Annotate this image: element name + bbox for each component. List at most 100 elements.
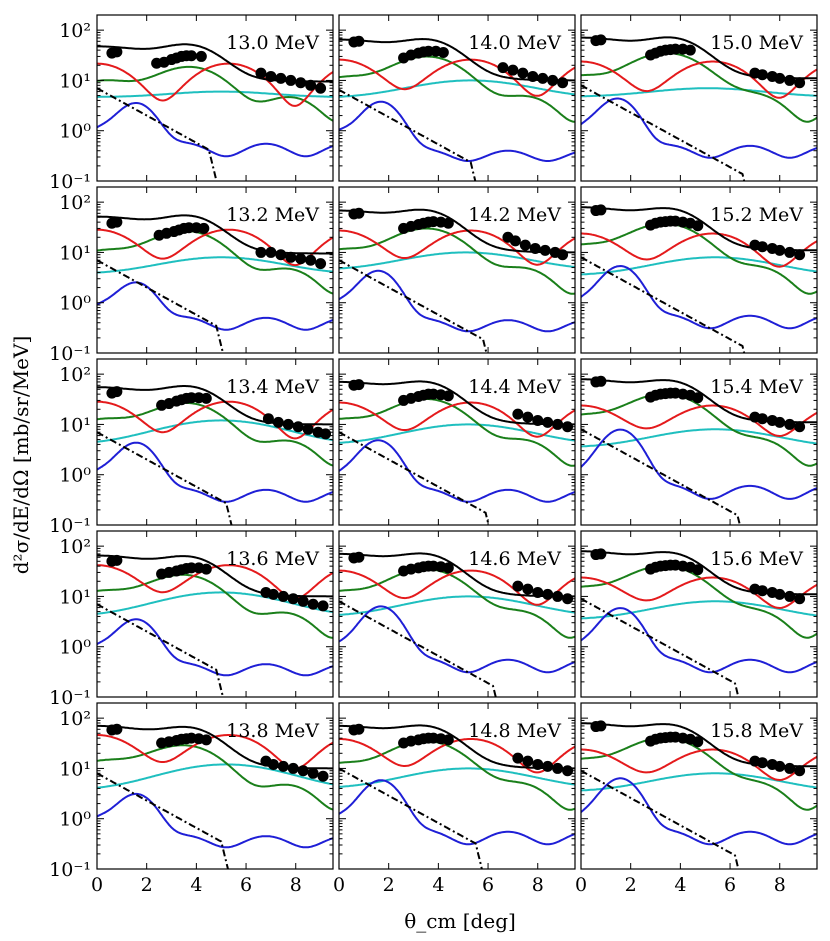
y-tick-label: 10⁰ [59, 121, 91, 143]
curve-blue [339, 100, 575, 162]
data-point [774, 588, 786, 600]
energy-label: 15.2 MeV [710, 204, 803, 226]
curve-cyan [97, 419, 333, 443]
data-point [595, 204, 607, 216]
panel-14: 0 2 4 6 8 14.8 MeV [333, 702, 576, 896]
data-point [552, 590, 564, 602]
data-point [305, 254, 317, 266]
data-point [522, 755, 534, 767]
panel-frame [580, 702, 818, 870]
curve-cyan [97, 256, 333, 274]
curve-blue [97, 441, 333, 503]
panel-frame [580, 186, 818, 354]
y-tick-label: 10¹ [59, 758, 91, 780]
panel-frame [96, 530, 334, 698]
curve-red [339, 229, 575, 266]
curve-blue [581, 97, 817, 159]
energy-label: 15.6 MeV [710, 548, 803, 570]
data-point [442, 562, 454, 574]
curve-cyan [97, 90, 333, 98]
curve-red [339, 401, 575, 438]
y-tick-label: 10¹ [59, 70, 91, 92]
data-point [774, 244, 786, 256]
data-point [517, 67, 529, 79]
curve-cyan [339, 595, 575, 616]
data-point [522, 411, 534, 423]
panel-frame [338, 702, 576, 870]
data-point [595, 34, 607, 46]
x-tick-label: 2 [383, 874, 395, 896]
data-point [353, 35, 365, 47]
data-point [437, 46, 449, 58]
panel-frame [96, 14, 334, 182]
panel-frame [580, 530, 818, 698]
energy-label: 13.0 MeV [226, 32, 319, 54]
curve-green [581, 564, 817, 639]
data-point [552, 762, 564, 774]
data-point [794, 421, 806, 433]
curve-red [339, 58, 575, 97]
y-axis-label: d²σ/dE/dΩ [mb/sr/MeV] [9, 336, 33, 575]
data-point [287, 593, 299, 605]
data-point [262, 413, 274, 425]
y-tick-label: 10² [59, 364, 91, 386]
data-point [532, 414, 544, 426]
data-point [527, 70, 539, 82]
panel-15: 0 2 4 6 8 15.8 MeV [575, 702, 818, 896]
curve-red [339, 569, 575, 606]
plot-area [581, 375, 817, 525]
x-tick-label: 6 [482, 874, 494, 896]
y-tick-label: 10⁻¹ [49, 343, 91, 365]
curve-blue [339, 269, 575, 333]
curve-red [581, 404, 817, 438]
y-tick-label: 10⁻¹ [49, 687, 91, 709]
data-point [557, 77, 569, 89]
data-point [265, 246, 277, 258]
panel-8: 14.4 MeV [338, 358, 576, 526]
energy-label: 13.4 MeV [226, 376, 319, 398]
panel-frame [338, 14, 576, 182]
data-point [756, 757, 768, 769]
data-point [784, 590, 796, 602]
curve-dashdot [339, 431, 490, 525]
curve-green [339, 55, 575, 123]
plot-area [581, 34, 817, 181]
plot-area [339, 723, 575, 869]
curve-cyan [581, 428, 817, 448]
x-tick-label: 8 [774, 874, 786, 896]
panel-frame [338, 530, 576, 698]
panel-7: 10⁻¹ 10⁰ 10¹ 10² 13.4 MeV [49, 358, 334, 537]
data-point [537, 72, 549, 84]
data-point [285, 74, 297, 86]
data-point [297, 595, 309, 607]
data-point [794, 249, 806, 261]
curve-dashdot [97, 431, 233, 525]
curve-red [339, 738, 575, 774]
curve-cyan [581, 256, 817, 276]
curve-green [339, 398, 575, 467]
plot-area [339, 35, 575, 181]
plot-area [97, 723, 333, 869]
curve-red [581, 60, 817, 99]
data-point [285, 251, 297, 263]
panel-11: 14.6 MeV [338, 530, 576, 698]
curve-dashdot [339, 259, 488, 353]
plot-area [581, 204, 817, 353]
curve-dashdot [339, 88, 477, 181]
curve-blue [97, 792, 333, 849]
curve-green [97, 573, 333, 639]
energy-label: 15.0 MeV [710, 32, 803, 54]
plot-area [339, 551, 575, 697]
data-point [320, 428, 332, 440]
data-point [265, 70, 277, 82]
plot-area [339, 379, 575, 525]
panel-frame [96, 186, 334, 354]
panel-3: 15.0 MeV [580, 14, 818, 182]
panel-13: 0 2 4 6 8 10⁻¹ 10⁰ 10¹ 10² 13.8 MeV [49, 702, 334, 896]
data-point [512, 408, 524, 420]
x-tick-label: 8 [532, 874, 544, 896]
data-point [200, 734, 212, 746]
curve-cyan [339, 767, 575, 788]
data-point [111, 46, 123, 58]
curve-blue [97, 618, 333, 677]
